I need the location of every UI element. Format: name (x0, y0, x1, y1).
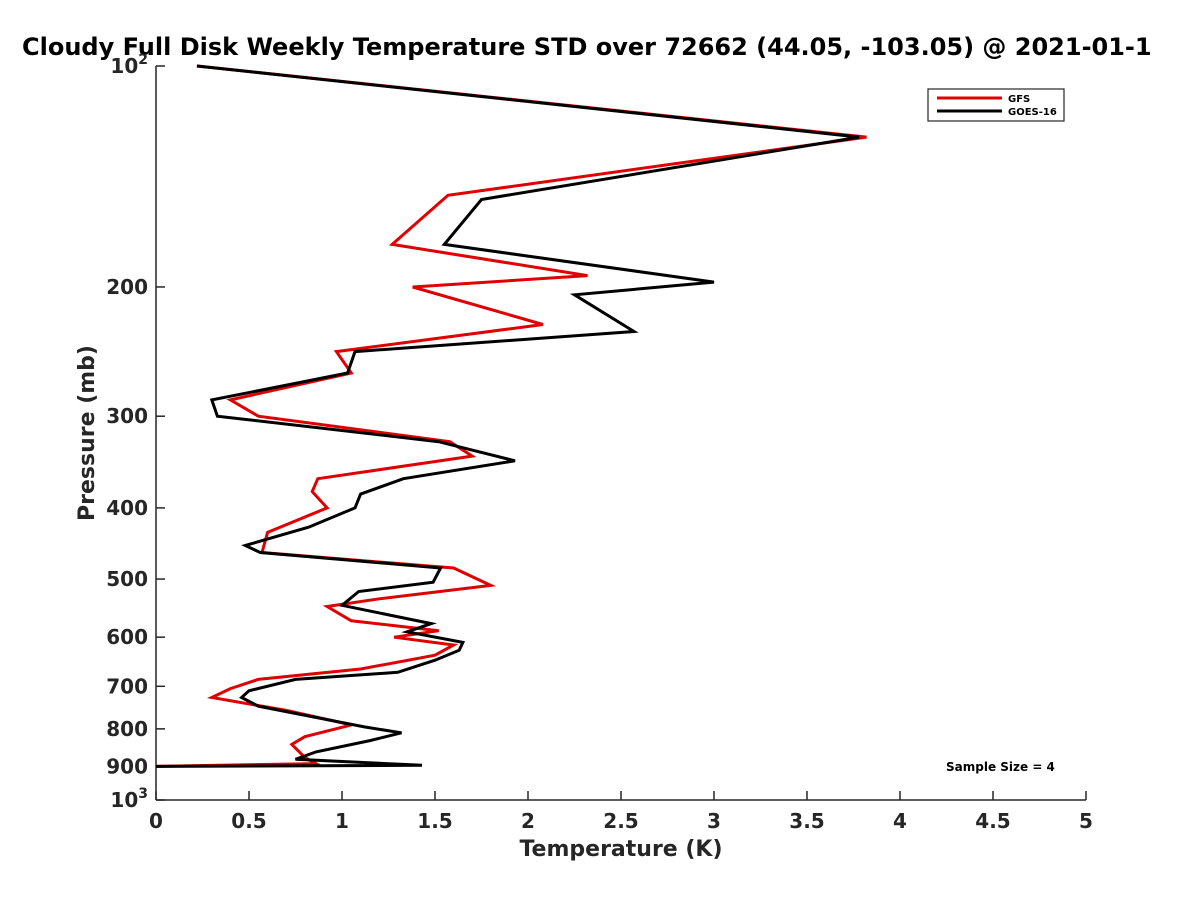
x-tick-label: 4 (893, 809, 907, 833)
y-tick-label: 300 (106, 404, 148, 428)
x-tick-label: 4.5 (975, 809, 1010, 833)
y-tick-label: 600 (106, 625, 148, 649)
x-tick-label: 2 (521, 809, 535, 833)
legend-label-goes-16: GOES-16 (1008, 107, 1057, 118)
y-tick-label: 700 (106, 674, 148, 698)
y-tick-exponent: 2 (138, 52, 148, 68)
x-tick-label: 1.5 (417, 809, 452, 833)
legend-label-gfs: GFS (1008, 94, 1030, 105)
y-tick-label: 800 (106, 717, 148, 741)
plot-area: 0 0.5 1 1.5 2 2.5 3 3.5 4 4.5 5 102200300400500600… (106, 52, 1093, 833)
legend-box (927, 88, 1065, 122)
y-tick-label: 400 (106, 496, 148, 520)
y-tick-base: 10 (110, 788, 138, 812)
y-tick-label: 102 (110, 52, 148, 78)
series-line-gfs (155, 64, 867, 768)
x-axis-label: Temperature (K) (519, 837, 722, 862)
chart-title: Cloudy Full Disk Weekly Temperature STD … (22, 33, 1152, 61)
sample-size-annotation: Sample Size = 4 (946, 760, 1055, 774)
y-tick-label: 900 (106, 754, 148, 778)
legend-entries: GFS GOES-16 (937, 94, 1057, 118)
x-tick-label: 3 (707, 809, 721, 833)
series-lines (155, 64, 867, 768)
x-tick-label: 0 (149, 809, 163, 833)
x-tick-label: 0.5 (231, 809, 266, 833)
x-tick-label: 1 (335, 809, 349, 833)
y-tick-label: 103 (110, 786, 148, 812)
y-tick-exponent: 3 (138, 786, 148, 802)
x-tick-label: 3.5 (789, 809, 824, 833)
legend: GFS GOES-16 (927, 88, 1065, 122)
x-tick-label: 2.5 (603, 809, 638, 833)
x-ticks: 0 0.5 1 1.5 2 2.5 3 3.5 4 4.5 5 (149, 791, 1093, 833)
y-tick-base: 10 (110, 54, 138, 78)
y-axis-label: Pressure (mb) (75, 345, 100, 521)
x-tick-label: 5 (1079, 809, 1093, 833)
series-line-goes-16 (155, 64, 860, 768)
y-tick-label: 500 (106, 567, 148, 591)
y-tick-label: 200 (106, 275, 148, 299)
